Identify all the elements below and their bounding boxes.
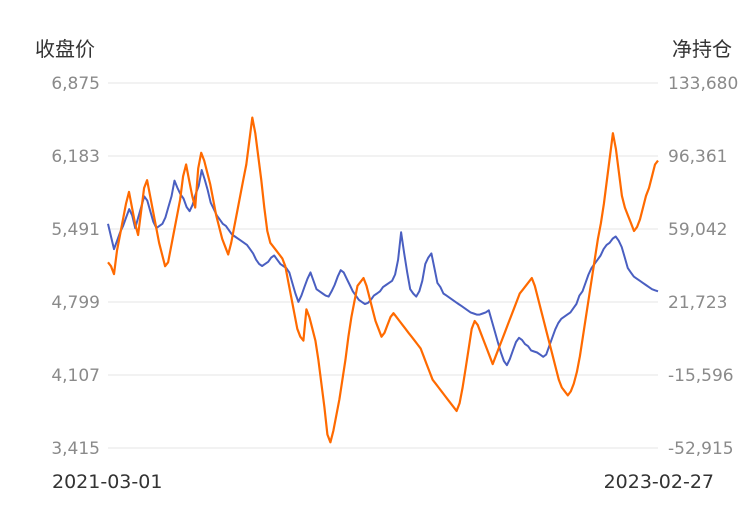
left-axis-title: 收盘价 (35, 37, 95, 61)
x-label-start: 2021-03-01 (52, 471, 162, 493)
right-tick-label: -15,596 (668, 366, 734, 386)
right-tick-label: -52,915 (668, 439, 734, 459)
x-label-end: 2023-02-27 (604, 471, 714, 493)
left-tick-label: 6,183 (51, 147, 100, 167)
right-tick-label: 96,361 (668, 147, 727, 167)
left-tick-label: 5,491 (51, 220, 100, 240)
left-tick-label: 4,107 (51, 366, 100, 386)
right-axis-series-line (107, 116, 659, 444)
right-tick-label: 21,723 (668, 293, 727, 313)
left-tick-label: 3,415 (51, 439, 100, 459)
right-axis-title: 净持仓 (672, 37, 732, 61)
left-tick-label: 4,799 (51, 293, 100, 313)
right-tick-label: 59,042 (668, 220, 727, 240)
right-tick-label: 133,680 (668, 74, 738, 94)
left-axis-series-line (107, 169, 659, 367)
left-tick-label: 6,875 (51, 74, 100, 94)
